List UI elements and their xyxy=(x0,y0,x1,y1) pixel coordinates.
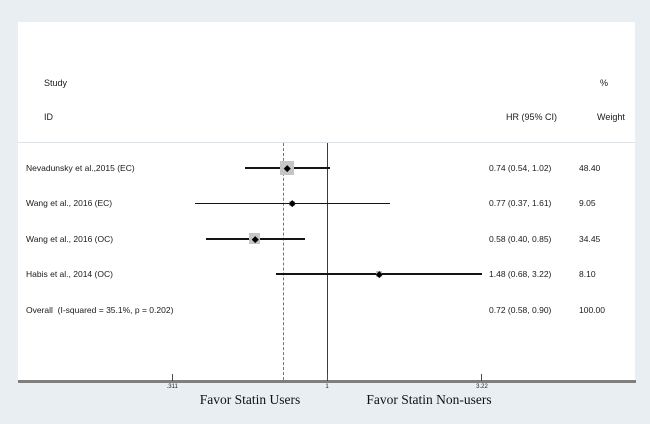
axis-tick-label: 3.22 xyxy=(476,384,488,390)
hr-ci-value: 0.74 (0.54, 1.02) xyxy=(489,163,552,173)
hr-ci-value: 0.77 (0.37, 1.61) xyxy=(489,198,552,209)
weight-value: 34.45 xyxy=(579,233,601,244)
header-hr-ci: HR (95% CI) xyxy=(506,112,558,122)
overall-weight-value: 100.00 xyxy=(579,305,605,315)
axis-tick-label: .311 xyxy=(166,384,178,390)
overall-diamond xyxy=(252,292,316,328)
header-weight: Weight xyxy=(597,112,625,122)
study-label: Nevadunsky et al.,2015 (EC) xyxy=(26,163,135,173)
hr-ci-value: 0.58 (0.40, 0.85) xyxy=(489,233,552,244)
hr-ci-value: 1.48 (0.68, 3.22) xyxy=(489,269,552,280)
axis-tick xyxy=(171,374,173,381)
null-effect-line xyxy=(326,143,328,380)
x-axis-line xyxy=(18,380,636,383)
overall-estimate-dashed-line xyxy=(282,143,284,380)
axis-tick-label: 1 xyxy=(325,384,329,390)
header-id: ID xyxy=(44,112,53,122)
axis-tick xyxy=(326,374,328,381)
header-study: Study xyxy=(44,78,68,88)
overall-label: Overall (I-squared = 35.1%, p = 0.202) xyxy=(26,305,174,315)
favor-right-label: Favor Statin Non-users xyxy=(366,392,492,407)
study-label: Wang et al., 2016 (EC) xyxy=(26,198,113,209)
overall-hr-ci-value: 0.72 (0.58, 0.90) xyxy=(489,305,552,315)
weight-value: 8.10 xyxy=(579,269,596,280)
study-label: Wang et al., 2016 (OC) xyxy=(26,233,114,244)
weight-value: 48.40 xyxy=(579,163,601,173)
favor-left-label: Favor Statin Users xyxy=(199,392,301,407)
header-separator-line xyxy=(18,142,635,143)
axis-tick xyxy=(481,374,483,381)
study-label: Habis et al., 2014 (OC) xyxy=(26,269,113,280)
weight-value: 9.05 xyxy=(579,198,596,209)
header-percent: % xyxy=(600,78,609,88)
